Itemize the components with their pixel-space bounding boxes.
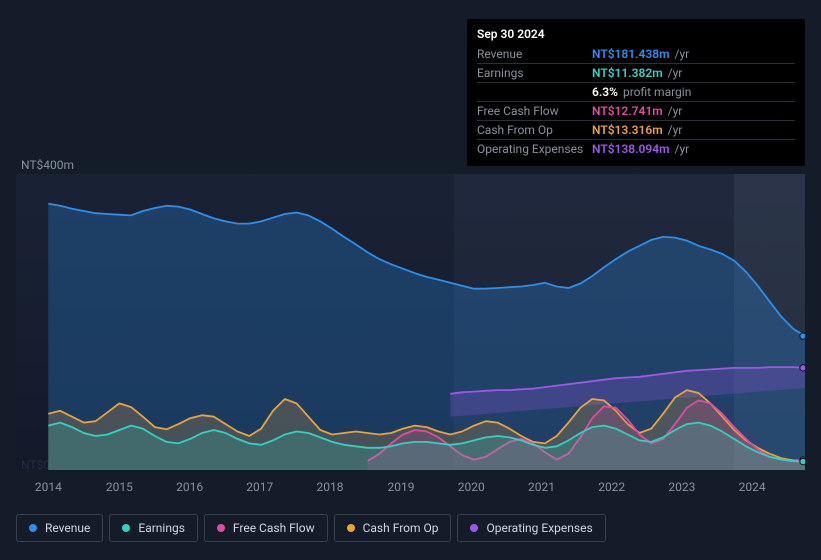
legend-label: Operating Expenses <box>486 521 592 535</box>
legend-swatch <box>122 524 130 532</box>
info-label: Revenue <box>477 47 592 61</box>
x-tick: 2020 <box>458 480 485 494</box>
info-value: 6.3% <box>592 85 618 99</box>
info-unit: /yr <box>665 66 683 80</box>
legend-item[interactable]: Free Cash Flow <box>204 514 328 542</box>
info-unit: profit margin <box>620 85 691 99</box>
info-value-wrap: NT$11.382m /yr <box>592 66 682 80</box>
legend-label: Earnings <box>138 521 185 535</box>
info-value: NT$13.316m <box>592 123 663 137</box>
legend-item[interactable]: Operating Expenses <box>457 514 605 542</box>
legend-item[interactable]: Cash From Op <box>334 514 452 542</box>
legend-label: Revenue <box>45 521 90 535</box>
info-value: NT$11.382m <box>592 66 663 80</box>
info-value-wrap: 6.3% profit margin <box>592 85 691 99</box>
info-label: Earnings <box>477 66 592 80</box>
legend-swatch <box>470 524 478 532</box>
info-unit: /yr <box>665 123 683 137</box>
legend: Revenue Earnings Free Cash Flow Cash From O… <box>16 514 606 542</box>
x-tick: 2023 <box>668 480 695 494</box>
info-value: NT$181.438m <box>592 47 670 61</box>
x-tick: 2015 <box>106 480 133 494</box>
info-row: Cash From OpNT$13.316m /yr <box>477 120 795 139</box>
info-row: Operating ExpensesNT$138.094m /yr <box>477 139 795 158</box>
x-tick: 2018 <box>317 480 344 494</box>
x-tick: 2014 <box>35 480 62 494</box>
x-tick: 2024 <box>739 480 766 494</box>
info-unit: /yr <box>672 47 690 61</box>
x-tick: 2017 <box>246 480 273 494</box>
info-value-wrap: NT$12.741m /yr <box>592 104 682 118</box>
legend-swatch <box>217 524 225 532</box>
legend-swatch <box>347 524 355 532</box>
plot[interactable] <box>16 174 805 470</box>
legend-label: Free Cash Flow <box>233 521 315 535</box>
info-row: EarningsNT$11.382m /yr <box>477 63 795 82</box>
legend-item[interactable]: Revenue <box>16 514 103 542</box>
x-tick: 2021 <box>528 480 555 494</box>
info-unit: /yr <box>665 104 683 118</box>
legend-swatch <box>29 524 37 532</box>
x-tick: 2016 <box>176 480 203 494</box>
info-rows: RevenueNT$181.438m /yrEarningsNT$11.382m… <box>477 45 795 158</box>
x-tick: 2019 <box>388 480 415 494</box>
info-label: Operating Expenses <box>477 142 592 156</box>
info-value: NT$138.094m <box>592 142 670 156</box>
legend-item[interactable]: Earnings <box>109 514 198 542</box>
x-tick: 2022 <box>598 480 625 494</box>
info-label: Free Cash Flow <box>477 104 592 118</box>
legend-label: Cash From Op <box>363 521 439 535</box>
y-axis-top-label: NT$400m <box>21 158 74 172</box>
info-box: Sep 30 2024 RevenueNT$181.438m /yrEarnin… <box>467 19 805 166</box>
info-row: Free Cash FlowNT$12.741m /yr <box>477 101 795 120</box>
info-value-wrap: NT$181.438m /yr <box>592 47 689 61</box>
info-title: Sep 30 2024 <box>477 27 795 41</box>
info-label <box>477 85 592 99</box>
info-value-wrap: NT$138.094m /yr <box>592 142 689 156</box>
info-row: 6.3% profit margin <box>477 82 795 101</box>
info-unit: /yr <box>672 142 690 156</box>
info-value-wrap: NT$13.316m /yr <box>592 123 682 137</box>
info-row: RevenueNT$181.438m /yr <box>477 45 795 63</box>
info-value: NT$12.741m <box>592 104 663 118</box>
info-label: Cash From Op <box>477 123 592 137</box>
